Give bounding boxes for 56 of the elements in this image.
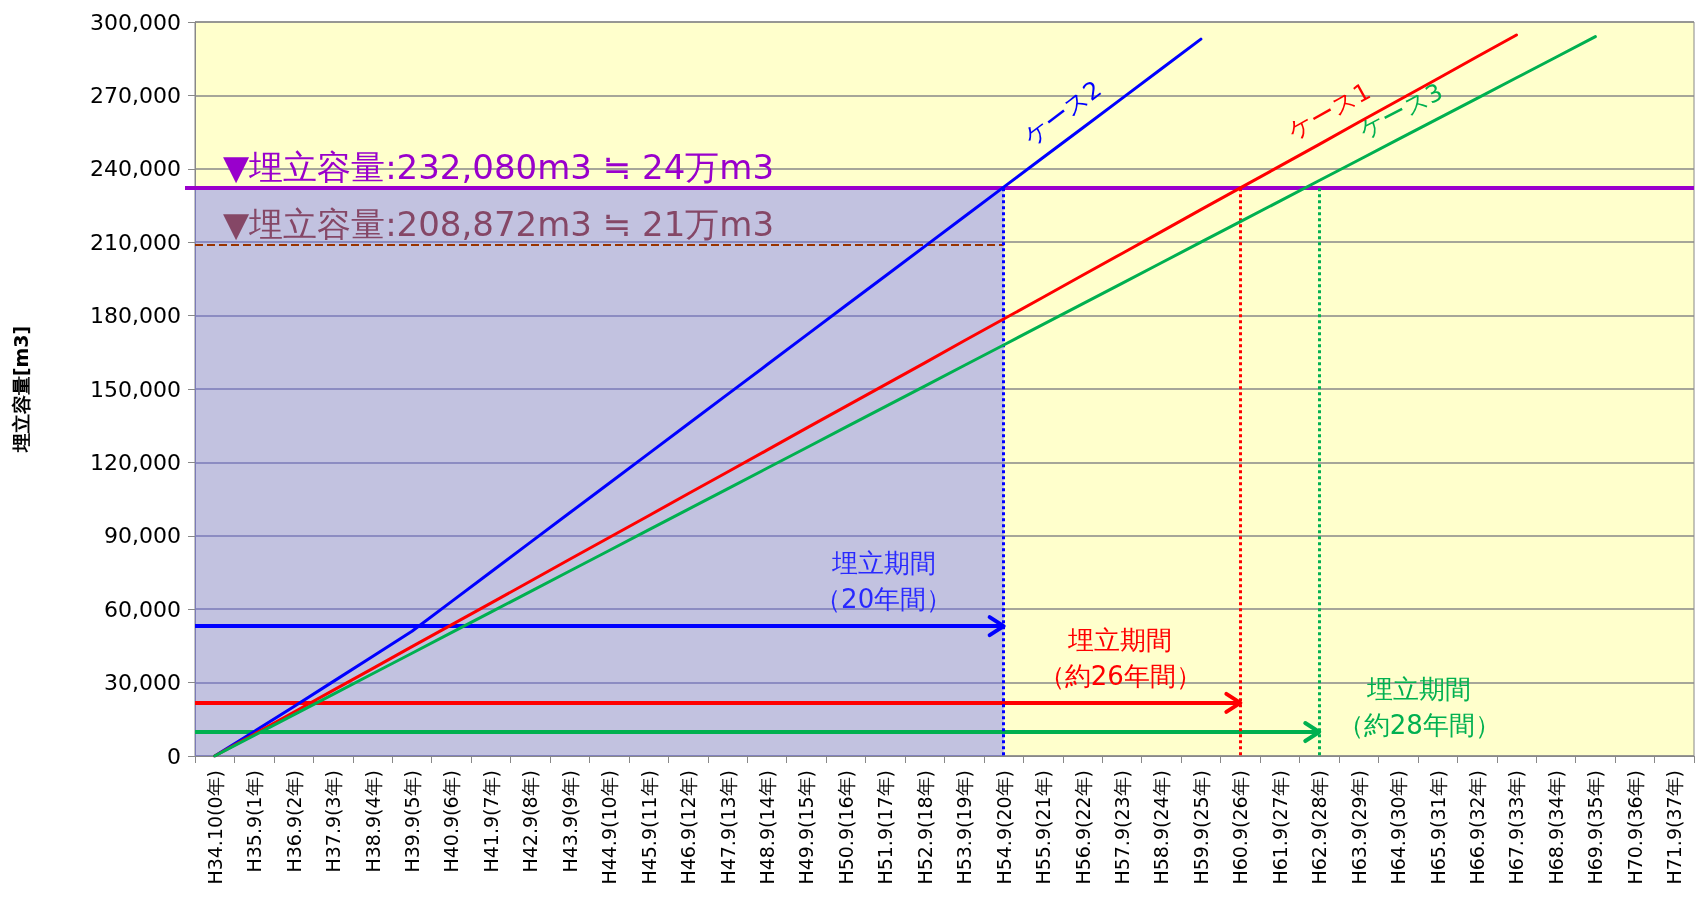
x-tick-label: H62.9(28年) (1308, 770, 1331, 885)
x-tick-label: H57.9(23年) (1111, 770, 1134, 885)
x-tick-label: H37.9(3年) (322, 770, 345, 873)
ref-line-label: 埋立期間（約26年間） (1038, 624, 1202, 691)
x-tick-label: H46.9(12年) (677, 770, 700, 885)
x-tick-label: H45.9(11年) (637, 770, 660, 885)
x-tick-label: H48.9(14年) (755, 770, 778, 885)
y-tick-label: 300,000 (90, 9, 181, 35)
x-tick-label: H44.9(10年) (598, 770, 621, 885)
x-tick-label: H41.9(7年) (479, 770, 502, 873)
x-tick-label: H51.9(17年) (874, 770, 897, 885)
x-tick-label: H40.9(6年) (440, 770, 463, 873)
x-tick-label: H38.9(4年) (361, 770, 384, 873)
x-tick-label: H65.9(31年) (1426, 770, 1449, 885)
y-tick-label: 180,000 (90, 303, 181, 329)
x-tick-label: H50.9(16年) (834, 770, 857, 885)
x-tick-label: H43.9(9年) (558, 770, 581, 873)
x-tick-label: H66.9(32年) (1466, 770, 1489, 885)
x-tick-label: H59.9(25年) (1189, 770, 1212, 885)
y-tick-label: 60,000 (104, 596, 181, 622)
x-tick-label: H70.9(36年) (1623, 770, 1646, 885)
x-tick-label: H49.9(15年) (795, 770, 818, 885)
y-tick-label: 240,000 (90, 156, 181, 182)
y-tick-label: 270,000 (90, 82, 181, 108)
x-tick-label: H34.10(0年) (203, 770, 226, 885)
x-tick-label: H36.9(2年) (282, 770, 305, 873)
x-tick-label: H67.9(33年) (1505, 770, 1528, 885)
y-tick-label: 0 (167, 743, 181, 769)
ref-line-label: ▼埋立容量:208,872m3 ≒ 21万m3 (223, 203, 775, 244)
y-tick-label: 30,000 (104, 670, 181, 696)
x-tick-label: H64.9(30年) (1387, 770, 1410, 885)
x-tick-label: H60.9(26年) (1229, 770, 1252, 885)
x-tick-label: H39.9(5年) (400, 770, 423, 873)
x-tick-label: H55.9(21年) (1032, 770, 1055, 885)
text: ケース2 (1018, 74, 1107, 151)
y-tick-label: 150,000 (90, 376, 181, 402)
x-tick-label: H35.9(1年) (243, 770, 266, 873)
ref-line-label: 埋立期間（20年間） (815, 548, 953, 615)
x-tick-label: H52.9(18年) (913, 770, 936, 885)
x-tick-label: H58.9(24年) (1150, 770, 1173, 885)
ref-line-label: 埋立期間（約28年間） (1337, 674, 1501, 741)
x-tick-label: H53.9(19年) (953, 770, 976, 885)
x-tick-label: H61.9(27年) (1268, 770, 1291, 885)
x-tick-label: H71.9(37年) (1663, 770, 1686, 885)
y-axis-title: 埋立容量[m3] (9, 325, 32, 454)
x-tick-label: H69.9(35年) (1584, 770, 1607, 885)
x-tick-label: H42.9(8年) (519, 770, 542, 873)
x-tick-label: H63.9(29年) (1347, 770, 1370, 885)
x-tick-label: H68.9(34年) (1544, 770, 1567, 885)
x-tick-label: H54.9(20年) (992, 770, 1015, 885)
x-tick-label: H47.9(13年) (716, 770, 739, 885)
y-tick-label: 90,000 (104, 523, 181, 549)
ref-line-label: ▼埋立容量:232,080m3 ≒ 24万m3 (223, 147, 775, 188)
y-tick-label: 120,000 (90, 449, 181, 475)
y-tick-label: 210,000 (90, 229, 181, 255)
x-tick-label: H56.9(22年) (1071, 770, 1094, 885)
